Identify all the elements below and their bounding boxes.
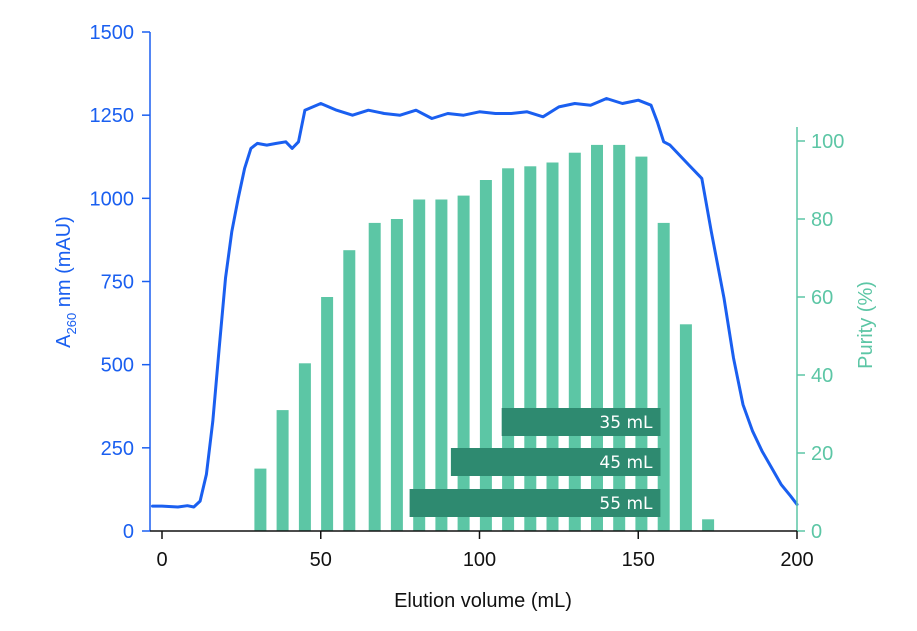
y-right-tick-label: 20 [811,443,833,465]
purity-bar [524,166,537,532]
purity-bar [457,195,470,531]
purity-bar [413,199,426,531]
purity-bar [702,519,715,531]
x-tick-label: 200 [780,549,813,571]
y-right-axis-title: Purity (%) [855,281,877,369]
y-right-tick-label: 40 [811,365,833,387]
x-tick-label: 50 [310,549,332,571]
purity-bars [254,144,715,532]
purity-bar [568,152,581,531]
y-left-axis-title: A260 nm (mAU) [53,216,79,348]
purity-bar [479,180,492,531]
purity-bar [435,199,448,531]
fraction-band [501,408,661,436]
purity-bar [657,222,670,531]
y-left-label-sub: 260 [64,313,79,335]
x-tick-label: 100 [463,549,496,571]
y-left-tick-label: 250 [101,438,134,460]
fraction-band [450,448,661,476]
y-left-label-rest: nm (mAU) [53,216,75,313]
purity-bar [276,410,289,531]
y-left-tick-label: 1000 [90,188,135,210]
y-right-tick-label: 80 [811,209,833,231]
purity-bar [343,250,356,531]
fraction-bands: 35 mL 45 mL 55 mL [409,408,661,517]
purity-bar [635,156,648,531]
a260-trace-line [151,97,799,509]
y-left-tick-label: 1250 [90,105,135,127]
y-left-tick-label: 500 [101,355,134,377]
x-tick-label: 150 [622,549,655,571]
y-left-tick-label: 750 [101,272,134,294]
purity-bar [679,324,692,531]
y-right-tick-label: 100 [811,131,844,153]
purity-bar [546,162,559,531]
purity-bar [368,222,381,531]
purity-bar [502,168,515,532]
y-right-tick-label: 0 [811,521,822,543]
x-axis-title: Elution volume (mL) [394,590,572,612]
y-right-tick-label: 60 [811,287,833,309]
y-left-label-main: A [53,334,75,348]
y-left-tick-label: 1500 [90,22,135,44]
fraction-band [409,489,661,517]
purity-bar [298,363,311,531]
fraction-band-label: 35 mL [599,413,653,433]
y-left-tick-label: 0 [123,521,134,543]
fraction-band-label: 55 mL [599,494,653,514]
purity-bar [390,219,403,531]
fraction-band-label: 45 mL [599,453,653,473]
purity-bar [254,468,267,531]
purity-bar [321,297,334,531]
x-tick-label: 0 [156,549,167,571]
